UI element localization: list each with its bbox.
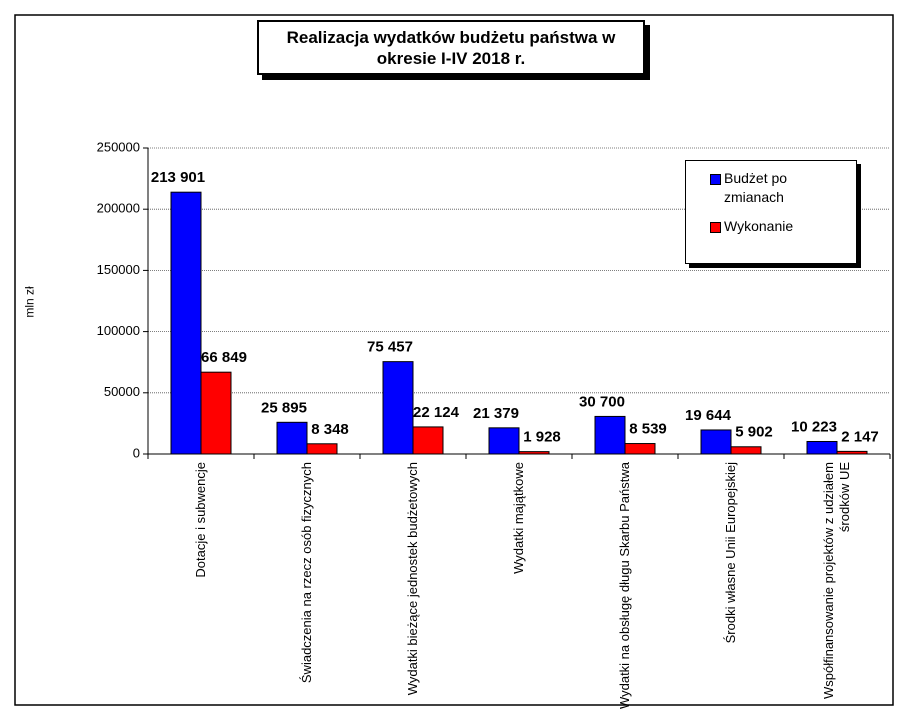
legend: Budżet po zmianach Wykonanie: [685, 160, 857, 264]
data-label: 2 147: [841, 428, 879, 445]
data-label: 10 223: [791, 418, 837, 435]
bar: [806, 440, 838, 455]
x-tick-label: Środki własne Unii Europejskiej: [723, 462, 738, 644]
bar: [518, 451, 550, 455]
y-tick-label: 150000: [97, 262, 140, 277]
bar: [730, 446, 762, 455]
x-tick-label: Wydatki majątkowe: [511, 462, 526, 574]
title-box: Realizacja wydatków budżetu państwa w ok…: [257, 20, 645, 75]
y-tick-label: 200000: [97, 201, 140, 216]
bar: [306, 443, 338, 455]
data-label: 25 895: [261, 399, 307, 416]
legend-swatch: [710, 222, 721, 233]
x-tick-label: Współfinansowanie projektów z udziałem ś…: [821, 462, 852, 700]
x-tick-label: Świadczenia na rzecz osób fizycznych: [299, 462, 314, 684]
y-axis-label: mln zł: [22, 286, 37, 318]
data-label: 22 124: [413, 404, 460, 421]
chart-title: Realizacja wydatków budżetu państwa w ok…: [286, 27, 616, 68]
y-tick-label: 100000: [97, 323, 140, 338]
bar: [200, 371, 232, 455]
data-label: 8 348: [311, 421, 349, 438]
x-tick-label: Wydatki na obsługę długu Skarbu Państwa: [617, 462, 632, 710]
legend-label: Wykonanie: [724, 218, 794, 234]
frame: [14, 14, 894, 706]
bar: [412, 426, 444, 455]
bar: [276, 421, 308, 455]
data-label: 213 901: [151, 169, 205, 186]
bar: [624, 443, 656, 455]
x-tick-label: Dotacje i subwencje: [193, 462, 208, 578]
legend-item: Budżet po zmianach: [710, 169, 850, 207]
bar: [836, 450, 868, 455]
bar: [700, 429, 732, 455]
y-tick-label: 50000: [104, 384, 140, 399]
bar: [488, 427, 520, 455]
bar: [170, 191, 202, 455]
y-tick-label: 250000: [97, 139, 140, 154]
bar: [594, 415, 626, 455]
data-label: 30 700: [579, 393, 625, 410]
y-tick-label: 0: [133, 445, 140, 460]
data-label: 1 928: [523, 429, 561, 446]
legend-item: Wykonanie: [710, 217, 850, 236]
data-label: 8 539: [629, 421, 667, 438]
data-label: 19 644: [685, 407, 732, 424]
legend-label: Budżet po zmianach: [724, 170, 788, 205]
bar: [382, 361, 414, 455]
x-tick-label: Wydatki bieżące jednostek budżetowych: [405, 462, 420, 696]
legend-swatch: [710, 174, 721, 185]
data-label: 5 902: [735, 424, 773, 441]
data-label: 21 379: [473, 405, 519, 422]
data-label: 66 849: [201, 349, 247, 366]
data-label: 75 457: [367, 339, 413, 356]
